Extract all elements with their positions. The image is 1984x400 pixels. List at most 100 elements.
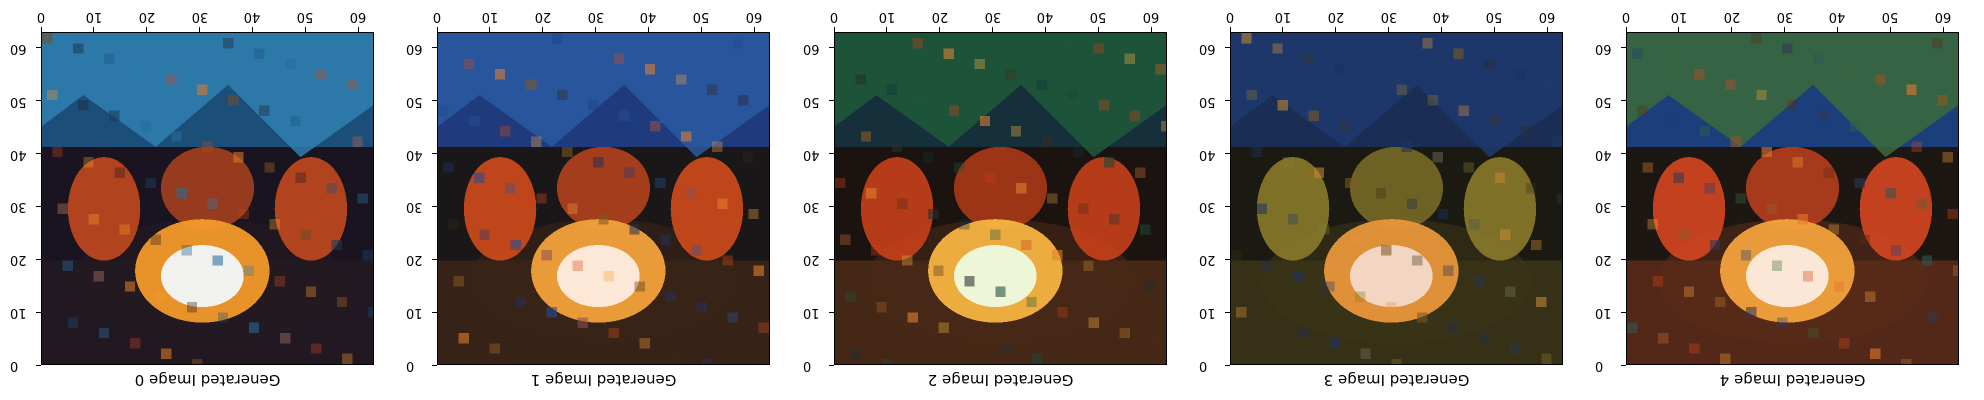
image-pixel-block <box>1714 296 1726 308</box>
x-tick-mark <box>1784 27 1786 32</box>
image-panel: 0 0 10 10 20 20 30 30 40 40 50 50 60 60 Generated Imag… <box>797 0 1177 400</box>
image-pixel-block <box>1386 301 1397 313</box>
image-pixel-block <box>577 317 588 328</box>
image-figure-right <box>1859 157 1933 261</box>
image-pixel-block <box>438 105 449 116</box>
x-tick-label: 0 <box>1621 9 1631 24</box>
image-pixel-block <box>254 48 265 59</box>
image-pixel-block <box>655 177 666 189</box>
image-pixel-block <box>650 120 661 132</box>
y-tick-label: 50 <box>1199 93 1216 109</box>
x-tick-label: 50 <box>1486 9 1503 24</box>
x-tick-mark <box>251 27 253 32</box>
y-tick-mark <box>829 47 834 49</box>
x-tick-mark <box>647 27 649 32</box>
image-pixel-block <box>891 141 903 152</box>
image-pixel-block <box>310 343 322 354</box>
image-pixel-block <box>686 188 697 199</box>
image-pixel-block <box>494 69 506 80</box>
image-pixel-block <box>1839 338 1850 349</box>
image-pixel-block <box>758 322 769 333</box>
image-pixel-block <box>1725 79 1736 90</box>
generated-image <box>42 33 373 364</box>
image-pixel-block <box>1885 188 1896 199</box>
image-pixel-block <box>1714 296 1726 308</box>
image-pixel-block <box>644 64 656 75</box>
image-pixel-block <box>686 188 697 199</box>
image-pixel-block <box>352 136 363 147</box>
image-pixel-block <box>448 219 459 230</box>
x-tick-mark <box>992 27 994 32</box>
x-tick-mark <box>1546 27 1548 32</box>
image-pixel-block <box>316 69 327 80</box>
image-pixel-block <box>1448 322 1459 333</box>
image-pixel-block <box>1339 120 1350 132</box>
image-pixel-block <box>1036 79 1048 90</box>
x-tick-label: 60 <box>1142 9 1160 24</box>
x-tick-label: 50 <box>297 9 314 24</box>
image-pixel-block <box>850 348 861 359</box>
image-pixel-block <box>1422 38 1433 49</box>
image-pixel-block <box>1678 229 1690 240</box>
image-pixel-block <box>556 89 568 101</box>
image-pixel-block <box>98 327 110 339</box>
image-pixel-block <box>1134 167 1146 178</box>
image-pixel-block <box>722 255 733 266</box>
image-pixel-block <box>922 151 934 163</box>
image-pixel-block <box>701 358 713 364</box>
image-pixel-block <box>1236 307 1247 318</box>
image-pixel-block <box>217 312 229 323</box>
image-pixel-block <box>316 69 327 80</box>
image-pixel-block <box>1916 198 1927 209</box>
x-tick-mark <box>357 27 359 32</box>
y-tick-label: 20 <box>1199 252 1216 268</box>
x-tick-mark <box>436 27 438 32</box>
image-figure-left <box>1652 157 1726 261</box>
image-pixel-block <box>150 234 161 246</box>
image-pixel-block <box>1241 33 1252 44</box>
image-pixel-block <box>995 286 1006 297</box>
y-tick-label: 20 <box>10 252 27 268</box>
image-pixel-block <box>88 214 99 225</box>
x-tick-label: 60 <box>1934 9 1952 24</box>
image-pixel-block <box>458 332 470 344</box>
image-pixel-block <box>964 276 975 287</box>
x-tick-label: 10 <box>481 9 499 24</box>
image-pixel-block <box>1365 74 1376 85</box>
y-tick-mark <box>1225 100 1230 102</box>
image-pixel-block <box>248 322 260 333</box>
image-pixel-block <box>1556 193 1562 204</box>
image-pixel-block <box>984 172 996 183</box>
image-pixel-block <box>1787 100 1798 111</box>
x-tick-mark <box>1097 27 1099 32</box>
image-pixel-block <box>567 203 578 215</box>
image-pixel-block <box>1432 151 1444 163</box>
image-pixel-block <box>1952 265 1958 277</box>
y-tick-mark <box>1621 205 1626 207</box>
y-tick-label: 10 <box>406 305 423 321</box>
image-pixel-block <box>331 239 342 251</box>
image-pixel-block <box>613 53 625 65</box>
image-pixel-block <box>665 291 676 302</box>
x-tick-mark <box>753 27 755 32</box>
image-pixel-block <box>1745 307 1757 318</box>
y-tick-mark <box>1621 258 1626 260</box>
image-pixel-block <box>1952 265 1958 277</box>
image-pixel-block <box>629 224 640 235</box>
image-pixel-block <box>1145 281 1156 292</box>
image-pixel-block <box>357 193 368 204</box>
image-pixel-block <box>1808 327 1819 339</box>
y-tick-mark <box>829 311 834 313</box>
image-pixel-block <box>536 193 547 204</box>
image-pixel-block <box>109 110 120 121</box>
y-tick-label: 20 <box>803 252 820 268</box>
x-tick-mark <box>146 27 148 32</box>
image-pixel-block <box>1098 100 1110 111</box>
image-figure-right <box>670 157 744 261</box>
image-pixel-block <box>1859 234 1871 246</box>
y-tick-mark <box>1621 100 1626 102</box>
image-pixel-block <box>474 172 485 183</box>
image-pixel-block <box>1849 120 1860 132</box>
image-pixel-block <box>876 301 887 313</box>
generated-image <box>1627 33 1958 364</box>
